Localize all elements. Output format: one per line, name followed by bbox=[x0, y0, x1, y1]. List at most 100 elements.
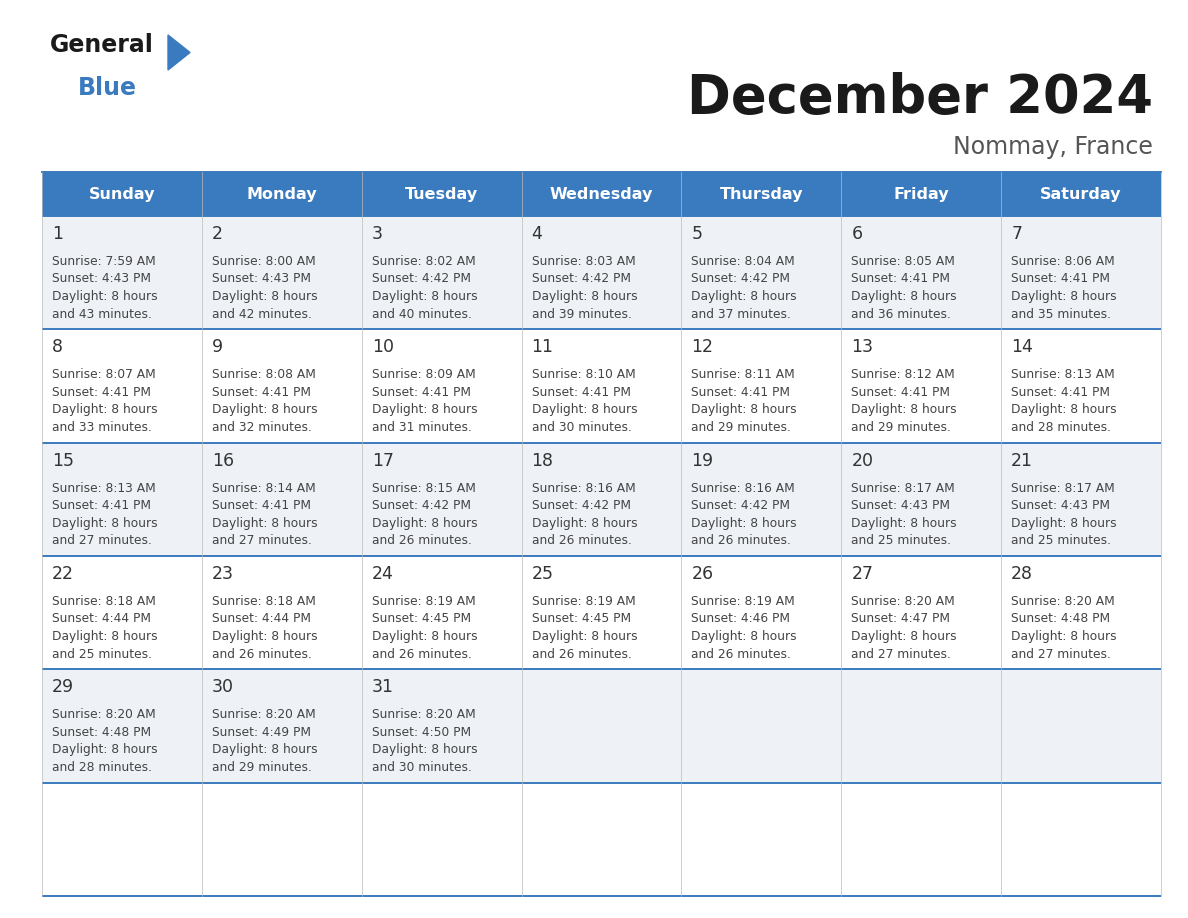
Text: 6: 6 bbox=[852, 225, 862, 243]
Text: and 26 minutes.: and 26 minutes. bbox=[531, 534, 632, 547]
Text: and 32 minutes.: and 32 minutes. bbox=[211, 420, 311, 434]
Text: Sunrise: 8:03 AM: Sunrise: 8:03 AM bbox=[531, 255, 636, 268]
Text: Sunrise: 8:02 AM: Sunrise: 8:02 AM bbox=[372, 255, 475, 268]
Text: Sunset: 4:42 PM: Sunset: 4:42 PM bbox=[531, 273, 631, 285]
Text: 29: 29 bbox=[52, 678, 74, 697]
Text: Sunrise: 8:20 AM: Sunrise: 8:20 AM bbox=[52, 709, 156, 722]
Text: 15: 15 bbox=[52, 452, 74, 470]
Text: Blue: Blue bbox=[78, 76, 137, 100]
Text: Sunrise: 8:13 AM: Sunrise: 8:13 AM bbox=[1011, 368, 1114, 381]
Text: Sunset: 4:41 PM: Sunset: 4:41 PM bbox=[531, 386, 631, 398]
Text: and 30 minutes.: and 30 minutes. bbox=[372, 761, 472, 774]
Text: and 26 minutes.: and 26 minutes. bbox=[372, 647, 472, 660]
Text: 27: 27 bbox=[852, 565, 873, 583]
Text: Sunset: 4:41 PM: Sunset: 4:41 PM bbox=[372, 386, 470, 398]
Text: and 27 minutes.: and 27 minutes. bbox=[852, 647, 952, 660]
Text: and 37 minutes.: and 37 minutes. bbox=[691, 308, 791, 320]
Text: Friday: Friday bbox=[893, 186, 949, 201]
Bar bbox=[42, 556, 1161, 669]
Text: Sunrise: 8:13 AM: Sunrise: 8:13 AM bbox=[52, 482, 156, 495]
Text: and 26 minutes.: and 26 minutes. bbox=[531, 647, 632, 660]
Bar bbox=[42, 330, 1161, 442]
Text: 19: 19 bbox=[691, 452, 714, 470]
Text: Sunset: 4:41 PM: Sunset: 4:41 PM bbox=[1011, 386, 1110, 398]
Bar bbox=[202, 172, 361, 216]
Text: Sunset: 4:41 PM: Sunset: 4:41 PM bbox=[52, 499, 151, 512]
Text: Nommay, France: Nommay, France bbox=[953, 135, 1154, 159]
Text: Daylight: 8 hours: Daylight: 8 hours bbox=[691, 517, 797, 530]
Text: Saturday: Saturday bbox=[1041, 186, 1121, 201]
Text: 18: 18 bbox=[531, 452, 554, 470]
Text: Sunset: 4:42 PM: Sunset: 4:42 PM bbox=[372, 499, 470, 512]
Text: Sunrise: 8:15 AM: Sunrise: 8:15 AM bbox=[372, 482, 475, 495]
Text: Sunset: 4:44 PM: Sunset: 4:44 PM bbox=[211, 612, 311, 625]
Text: Sunrise: 8:11 AM: Sunrise: 8:11 AM bbox=[691, 368, 795, 381]
Text: and 29 minutes.: and 29 minutes. bbox=[691, 420, 791, 434]
Text: Sunset: 4:43 PM: Sunset: 4:43 PM bbox=[211, 273, 311, 285]
Text: Daylight: 8 hours: Daylight: 8 hours bbox=[211, 630, 317, 643]
Text: and 26 minutes.: and 26 minutes. bbox=[211, 647, 311, 660]
Text: Sunset: 4:42 PM: Sunset: 4:42 PM bbox=[372, 273, 470, 285]
Text: Daylight: 8 hours: Daylight: 8 hours bbox=[211, 744, 317, 756]
Text: Daylight: 8 hours: Daylight: 8 hours bbox=[372, 290, 478, 303]
Text: Sunset: 4:41 PM: Sunset: 4:41 PM bbox=[852, 273, 950, 285]
Text: Sunrise: 8:17 AM: Sunrise: 8:17 AM bbox=[852, 482, 955, 495]
Text: and 26 minutes.: and 26 minutes. bbox=[691, 534, 791, 547]
Text: Daylight: 8 hours: Daylight: 8 hours bbox=[52, 517, 158, 530]
Text: Sunrise: 8:04 AM: Sunrise: 8:04 AM bbox=[691, 255, 795, 268]
Text: Daylight: 8 hours: Daylight: 8 hours bbox=[372, 744, 478, 756]
Text: Sunset: 4:41 PM: Sunset: 4:41 PM bbox=[691, 386, 790, 398]
Text: Sunrise: 8:14 AM: Sunrise: 8:14 AM bbox=[211, 482, 316, 495]
Text: and 43 minutes.: and 43 minutes. bbox=[52, 308, 152, 320]
Text: Sunrise: 8:19 AM: Sunrise: 8:19 AM bbox=[372, 595, 475, 608]
Text: Daylight: 8 hours: Daylight: 8 hours bbox=[211, 403, 317, 417]
Text: and 29 minutes.: and 29 minutes. bbox=[852, 420, 952, 434]
Text: Sunset: 4:50 PM: Sunset: 4:50 PM bbox=[372, 726, 470, 739]
Text: Daylight: 8 hours: Daylight: 8 hours bbox=[211, 290, 317, 303]
Text: Sunrise: 8:07 AM: Sunrise: 8:07 AM bbox=[52, 368, 156, 381]
Text: Sunrise: 8:12 AM: Sunrise: 8:12 AM bbox=[852, 368, 955, 381]
Text: Daylight: 8 hours: Daylight: 8 hours bbox=[372, 517, 478, 530]
Text: Sunset: 4:43 PM: Sunset: 4:43 PM bbox=[852, 499, 950, 512]
Text: Daylight: 8 hours: Daylight: 8 hours bbox=[852, 290, 956, 303]
Text: Daylight: 8 hours: Daylight: 8 hours bbox=[852, 403, 956, 417]
Text: December 2024: December 2024 bbox=[687, 72, 1154, 124]
Text: 14: 14 bbox=[1011, 339, 1034, 356]
Text: 25: 25 bbox=[531, 565, 554, 583]
Text: Sunrise: 8:06 AM: Sunrise: 8:06 AM bbox=[1011, 255, 1114, 268]
Text: Sunset: 4:45 PM: Sunset: 4:45 PM bbox=[531, 612, 631, 625]
Text: and 35 minutes.: and 35 minutes. bbox=[1011, 308, 1111, 320]
Text: 2: 2 bbox=[211, 225, 223, 243]
Text: 13: 13 bbox=[852, 339, 873, 356]
Text: Sunrise: 8:19 AM: Sunrise: 8:19 AM bbox=[531, 595, 636, 608]
Text: Sunset: 4:45 PM: Sunset: 4:45 PM bbox=[372, 612, 470, 625]
Text: and 27 minutes.: and 27 minutes. bbox=[211, 534, 311, 547]
Text: Daylight: 8 hours: Daylight: 8 hours bbox=[691, 290, 797, 303]
Bar bbox=[682, 172, 841, 216]
Bar bbox=[42, 442, 1161, 556]
Text: Sunrise: 8:00 AM: Sunrise: 8:00 AM bbox=[211, 255, 316, 268]
Text: Sunrise: 8:16 AM: Sunrise: 8:16 AM bbox=[531, 482, 636, 495]
Text: Sunset: 4:48 PM: Sunset: 4:48 PM bbox=[1011, 612, 1111, 625]
Text: Monday: Monday bbox=[246, 186, 317, 201]
Text: Sunset: 4:42 PM: Sunset: 4:42 PM bbox=[691, 273, 790, 285]
Text: Daylight: 8 hours: Daylight: 8 hours bbox=[52, 403, 158, 417]
Text: Thursday: Thursday bbox=[720, 186, 803, 201]
Polygon shape bbox=[168, 35, 190, 70]
Text: Daylight: 8 hours: Daylight: 8 hours bbox=[211, 517, 317, 530]
Text: Sunset: 4:46 PM: Sunset: 4:46 PM bbox=[691, 612, 790, 625]
Bar bbox=[1001, 172, 1161, 216]
Text: Daylight: 8 hours: Daylight: 8 hours bbox=[531, 517, 637, 530]
Text: Daylight: 8 hours: Daylight: 8 hours bbox=[852, 517, 956, 530]
Text: Sunset: 4:49 PM: Sunset: 4:49 PM bbox=[211, 726, 311, 739]
Text: and 25 minutes.: and 25 minutes. bbox=[1011, 534, 1111, 547]
Text: Daylight: 8 hours: Daylight: 8 hours bbox=[1011, 290, 1117, 303]
Text: 8: 8 bbox=[52, 339, 63, 356]
Text: 5: 5 bbox=[691, 225, 702, 243]
Text: Daylight: 8 hours: Daylight: 8 hours bbox=[1011, 403, 1117, 417]
Text: and 26 minutes.: and 26 minutes. bbox=[372, 534, 472, 547]
Text: 28: 28 bbox=[1011, 565, 1034, 583]
Text: and 27 minutes.: and 27 minutes. bbox=[52, 534, 152, 547]
Text: Sunrise: 7:59 AM: Sunrise: 7:59 AM bbox=[52, 255, 156, 268]
Text: and 25 minutes.: and 25 minutes. bbox=[52, 647, 152, 660]
